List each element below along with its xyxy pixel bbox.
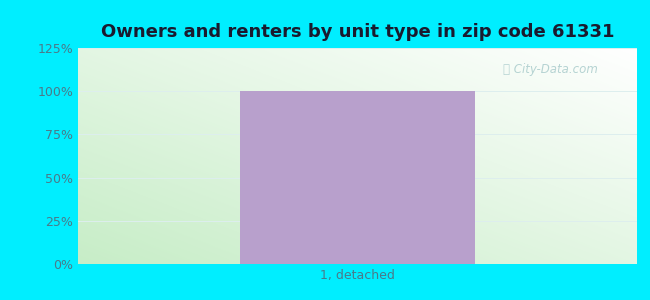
Bar	[240, 91, 475, 264]
Title: Owners and renters by unit type in zip code 61331: Owners and renters by unit type in zip c…	[101, 23, 614, 41]
Text: ⓘ City-Data.com: ⓘ City-Data.com	[503, 63, 598, 76]
